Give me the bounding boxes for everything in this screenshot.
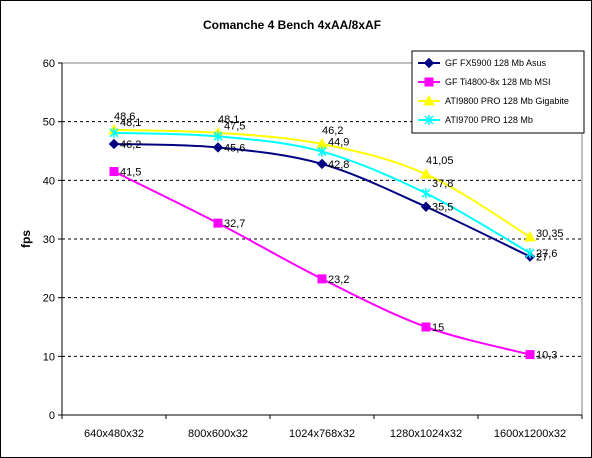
legend-entry: GF Ti4800-8x 128 Mb MSI [418,77,551,87]
x-tick-label: 640x480x32 [84,428,144,440]
x-tick-label: 800x600x32 [188,428,248,440]
y-tick-label: 20 [43,293,55,305]
data-label: 42,8 [328,159,349,171]
data-point [317,146,327,157]
legend-label: ATI9700 PRO 128 Mb [445,115,533,125]
data-point [421,322,431,332]
x-tick-label: 1280x1024x32 [390,428,462,440]
data-point [213,131,223,142]
legend-marker [423,57,435,69]
legend-marker [424,77,434,87]
y-tick-label: 60 [43,58,55,70]
y-tick-label: 50 [43,117,55,129]
data-point [525,248,535,259]
data-label: 23,2 [328,274,349,286]
data-label: 27 [536,252,548,264]
data-label: 37,8 [432,178,453,190]
y-tick-label: 40 [43,175,55,187]
data-point [109,167,119,177]
x-tick-label: 1024x768x32 [289,428,355,440]
data-label: 46,2 [322,125,343,137]
data-point [108,138,120,150]
data-point [525,350,535,360]
data-label: 44,9 [328,137,349,149]
data-point [212,142,224,153]
y-tick-label: 10 [43,351,55,363]
data-point [316,158,328,170]
data-label: 48,6 [114,111,135,123]
x-axis-ticks: 640x480x32 800x600x32 1024x768x32 1280x1024… [61,415,583,440]
data-label: 47,5 [224,120,245,132]
data-labels: 46,2 45,6 42,8 35,5 27 41,5 32,7 23,2 15 10,3 48,6… [114,111,564,362]
legend-marker [424,115,434,125]
legend-label: GF Ti4800-8x 128 Mb MSI [445,77,551,87]
legend-label: GF FX5900 128 Mb Asus [445,58,547,68]
data-point [524,230,536,242]
legend-entry: ATI9700 PRO 128 Mb [418,115,533,125]
chart-title: Comanche 4 Bench 4xAA/8xAF [203,18,381,32]
data-label: 48,1 [120,117,141,129]
data-label: 10,3 [536,350,557,362]
data-point [317,274,327,284]
data-point [420,201,432,212]
data-label: 45,6 [224,142,245,154]
data-label: 41,05 [426,155,454,167]
legend-label: ATI9800 PRO 128 Mb Gigabite [445,96,569,106]
y-axis-ticks: 0 10 20 30 40 50 60 [43,58,582,422]
series-layer [108,123,536,360]
data-label: 27,6 [536,248,557,260]
data-point [213,218,223,228]
series-2 [109,167,535,360]
y-tick-label: 30 [43,234,55,246]
x-tick-label: 1600x1200x32 [494,428,566,440]
data-label: 30,35 [536,228,564,240]
data-label: 32,7 [224,218,245,230]
data-point [420,168,432,179]
legend-entry: ATI9800 PRO 128 Mb Gigabite [418,94,569,106]
data-label: 35,5 [432,202,453,214]
legend: GF FX5900 128 Mb Asus GF Ti4800-8x 128 Mb… [411,50,585,134]
legend-entry: GF FX5900 128 Mb Asus [418,57,547,69]
data-label: 41,5 [120,167,141,179]
series-4 [109,127,535,259]
legend-marker [423,94,435,106]
data-label: 15 [432,322,444,334]
y-axis-label: fps [19,230,33,248]
y-tick-label: 0 [49,410,55,422]
legend-box [411,50,585,134]
data-point [109,127,119,138]
data-label: 48,1 [218,114,239,126]
data-point [421,188,431,199]
data-label: 46,2 [120,139,141,151]
